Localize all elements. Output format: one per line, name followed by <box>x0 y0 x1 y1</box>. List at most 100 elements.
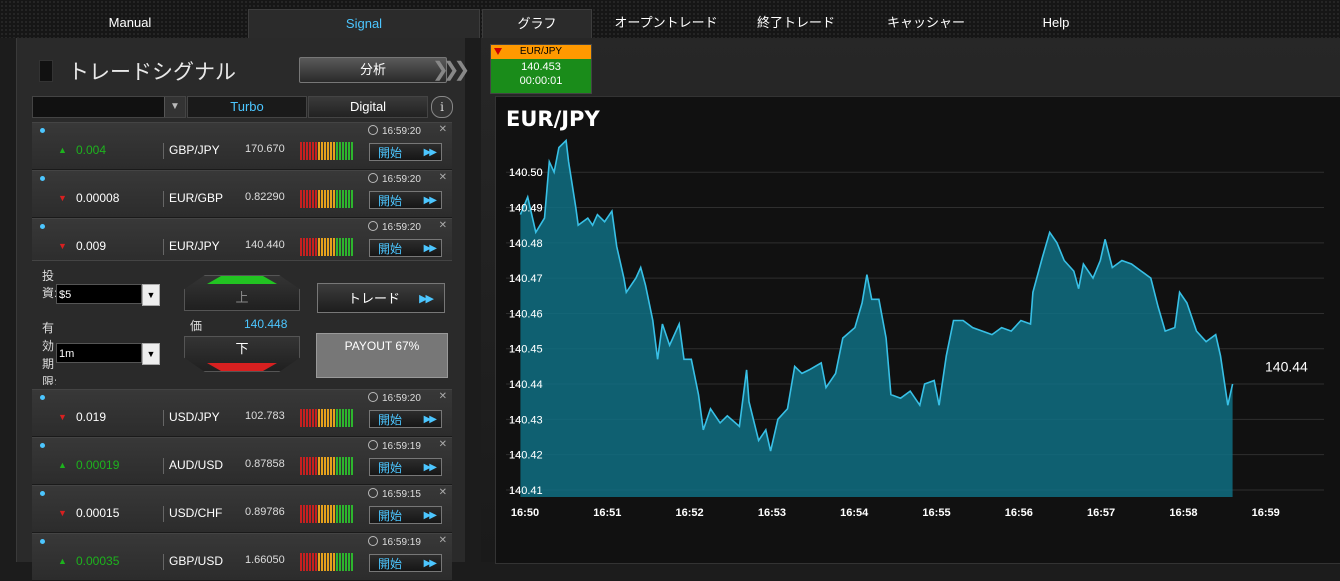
start-button[interactable]: 開始 ▶▶ <box>369 410 442 428</box>
tab-open-trades[interactable]: オープントレード <box>614 15 718 30</box>
signal-row-usdchf[interactable]: ✕ 16:59:15 ▼ 0.00015 USD/CHF 0.89786 開始 ▶▶ <box>32 485 452 533</box>
x-tick-label: 16:51 <box>593 507 621 519</box>
expiry-value: 1m <box>59 348 75 360</box>
signal-price: 0.89786 <box>245 506 285 518</box>
close-icon[interactable]: ✕ <box>438 124 447 135</box>
x-tick-label: 16:54 <box>840 507 869 519</box>
start-button[interactable]: 開始 ▶▶ <box>369 554 442 572</box>
asset-tab-pair: EUR/JPY <box>519 46 563 57</box>
signal-change: 0.00035 <box>76 554 120 568</box>
signal-pair: USD/JPY <box>163 410 220 426</box>
tab-chart[interactable]: グラフ <box>482 9 592 38</box>
signal-change: 0.004 <box>76 143 107 157</box>
meter-bar <box>342 142 344 160</box>
y-tick-label: 140.45 <box>509 344 543 356</box>
meter-bar <box>342 409 344 427</box>
price-chart: EUR/JPY 140.41140.42140.43140.44140.4514… <box>495 96 1340 564</box>
meter-bar <box>300 238 302 256</box>
signal-row-usdjpy[interactable]: ✕ 16:59:20 ▼ 0.019 USD/JPY 102.783 開始 ▶▶ <box>32 389 452 437</box>
info-icon[interactable]: i <box>431 96 453 118</box>
meter-bar <box>339 142 341 160</box>
asset-tab[interactable]: EUR/JPY 140.453 00:00:01 <box>490 44 592 94</box>
trade-button[interactable]: トレード ▶▶ <box>317 283 445 313</box>
market-select[interactable]: ▼ <box>32 96 186 118</box>
start-button[interactable]: 開始 ▶▶ <box>369 143 442 161</box>
close-icon[interactable]: ✕ <box>438 535 447 546</box>
close-icon[interactable]: ✕ <box>438 487 447 498</box>
meter-bar <box>321 553 323 571</box>
invest-field[interactable]: $5 ▼ <box>56 284 160 306</box>
start-button[interactable]: 開始 ▶▶ <box>369 191 442 209</box>
tab-turbo[interactable]: Turbo <box>187 96 307 118</box>
signal-row-gbpjpy[interactable]: ✕ 16:59:20 ▲ 0.004 GBP/JPY 170.670 開始 ▶▶ <box>32 122 452 170</box>
meter-bar <box>321 190 323 208</box>
start-button[interactable]: 開始 ▶▶ <box>369 458 442 476</box>
tab-closed-trades[interactable]: 終了トレード <box>756 15 835 30</box>
meter-bar <box>339 409 341 427</box>
meter-bar <box>324 238 326 256</box>
clock-icon <box>368 392 378 402</box>
analysis-button[interactable]: 分析 <box>299 57 447 83</box>
down-arrow-icon: ▼ <box>58 193 67 203</box>
close-icon[interactable]: ✕ <box>438 439 447 450</box>
clock-icon <box>368 440 378 450</box>
expiry-dropdown-icon[interactable]: ▼ <box>142 343 160 365</box>
y-tick-label: 140.42 <box>509 450 543 462</box>
close-icon[interactable]: ✕ <box>438 220 447 231</box>
meter-bar <box>303 553 305 571</box>
signal-time: 16:59:20 <box>368 221 421 233</box>
signal-row-audusd[interactable]: ✕ 16:59:19 ▲ 0.00019 AUD/USD 0.87858 開始 ▶▶ <box>32 437 452 485</box>
meter-bar <box>327 409 329 427</box>
down-button[interactable]: 下 <box>184 336 300 372</box>
tab-signal[interactable]: Signal <box>248 9 480 38</box>
price-line <box>519 138 1234 452</box>
meter-bar <box>342 190 344 208</box>
chevron-right-icon: ❯❯❯ <box>432 59 470 81</box>
down-arrow-icon <box>207 363 277 371</box>
down-arrow-icon <box>494 48 502 55</box>
y-tick-label: 140.50 <box>509 167 543 179</box>
expiry-field[interactable]: 1m ▼ <box>56 343 160 365</box>
meter-bar <box>330 457 332 475</box>
signal-change: 0.009 <box>76 239 107 253</box>
tab-manual[interactable]: Manual <box>108 15 152 30</box>
meter-bar <box>327 457 329 475</box>
invest-dropdown-icon[interactable]: ▼ <box>142 284 160 306</box>
meter-bar <box>303 142 305 160</box>
meter-bar <box>312 409 314 427</box>
close-icon[interactable]: ✕ <box>438 172 447 183</box>
meter-bar <box>318 553 320 571</box>
signal-row-gbpusd[interactable]: ✕ 16:59:19 ▲ 0.00035 GBP/USD 1.66050 開始 ▶▶ <box>32 533 452 581</box>
start-button-label: 開始 <box>378 194 403 208</box>
chevron-down-icon[interactable]: ▼ <box>164 97 185 117</box>
signal-row-eurjpy[interactable]: ✕ 16:59:20 ▼ 0.009 EUR/JPY 140.440 開始 ▶▶ <box>32 218 452 266</box>
meter-bar <box>324 457 326 475</box>
signal-pair: USD/CHF <box>163 506 222 522</box>
meter-bar <box>312 457 314 475</box>
tab-help[interactable]: Help <box>1042 15 1070 30</box>
meter-bar <box>300 190 302 208</box>
tab-digital[interactable]: Digital <box>308 96 428 118</box>
meter-bar <box>318 457 320 475</box>
meter-bar <box>300 457 302 475</box>
strength-meter <box>300 142 354 160</box>
up-button[interactable]: 上 <box>184 275 300 311</box>
x-tick-label: 16:53 <box>758 507 786 519</box>
close-icon[interactable]: ✕ <box>438 391 447 402</box>
y-tick-label: 140.44 <box>509 379 543 391</box>
meter-bar <box>351 553 353 571</box>
panel-title: トレードシグナル <box>68 61 236 84</box>
signal-row-eurgbp[interactable]: ✕ 16:59:20 ▼ 0.00008 EUR/GBP 0.82290 開始 ▶▶ <box>32 170 452 218</box>
top-nav-bar: Manual Signal グラフ オープントレード 終了トレード キャッシャー… <box>0 0 1340 38</box>
start-button[interactable]: 開始 ▶▶ <box>369 239 442 257</box>
down-arrow-icon: ▼ <box>58 508 67 518</box>
signal-change: 0.019 <box>76 410 107 424</box>
start-button-label: 開始 <box>378 557 403 571</box>
tab-cashier[interactable]: キャッシャー <box>886 15 965 30</box>
start-button-label: 開始 <box>378 413 403 427</box>
up-arrow-icon <box>207 276 277 284</box>
meter-bar <box>336 238 338 256</box>
strength-meter <box>300 409 354 427</box>
play-icon: ▶▶ <box>423 243 437 254</box>
start-button[interactable]: 開始 ▶▶ <box>369 506 442 524</box>
